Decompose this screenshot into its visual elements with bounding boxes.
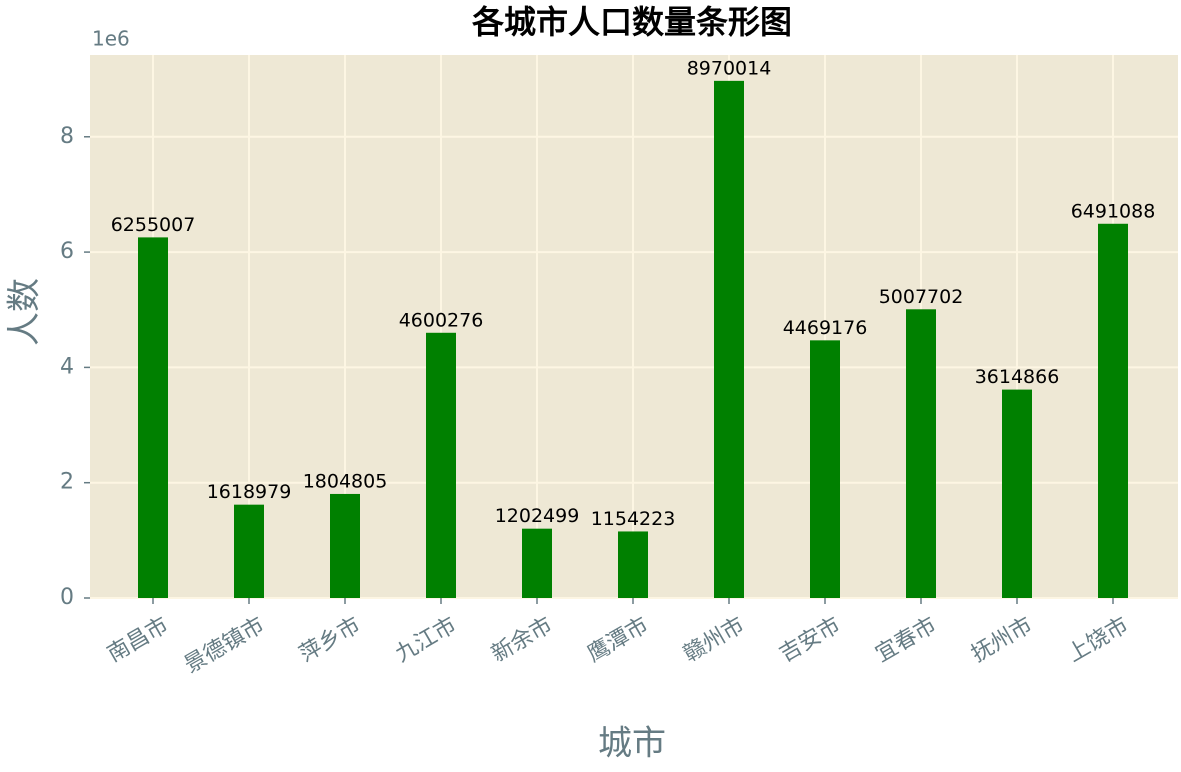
data-label: 1804805 (303, 470, 388, 492)
data-label: 6255007 (111, 214, 196, 236)
x-axis-label: 城市 (598, 724, 666, 764)
bar (1002, 389, 1032, 598)
x-tick-label: 南昌市 (103, 613, 173, 668)
bar (426, 332, 456, 598)
bar (714, 80, 744, 598)
bar (522, 528, 552, 598)
data-label: 6491088 (1071, 200, 1156, 222)
x-tick-label: 萍乡市 (295, 613, 365, 668)
x-tick-label: 吉安市 (775, 613, 845, 668)
x-tick-label: 上饶市 (1063, 613, 1133, 668)
y-offset-label: 1e6 (92, 27, 130, 51)
data-label: 1202499 (495, 505, 580, 527)
y-tick-label: 6 (60, 239, 74, 264)
x-tick-label: 鹰潭市 (583, 613, 653, 668)
bar (618, 531, 648, 598)
x-tick-label: 宜春市 (871, 613, 941, 668)
bar (330, 493, 360, 598)
x-tick-label: 抚州市 (967, 613, 1037, 668)
data-label: 3614866 (975, 366, 1060, 388)
x-tick-label: 新余市 (487, 613, 557, 668)
x-tick-label: 九江市 (391, 613, 461, 668)
y-tick-label: 8 (60, 124, 74, 149)
chart-title: 各城市人口数量条形图 (472, 3, 792, 41)
data-label: 5007702 (879, 286, 964, 308)
y-tick-label: 0 (60, 585, 74, 610)
data-label: 1154223 (591, 508, 676, 530)
y-tick-label: 4 (60, 354, 74, 379)
x-tick-label: 赣州市 (679, 613, 749, 668)
bar (1098, 223, 1128, 598)
y-axis-label: 人数 (5, 278, 45, 346)
bar (810, 340, 840, 598)
x-tick-label: 景德镇市 (180, 613, 269, 679)
y-tick-label: 2 (60, 470, 74, 495)
data-label: 4469176 (783, 317, 868, 339)
bar (138, 237, 168, 598)
data-label: 8970014 (687, 57, 772, 79)
bar (234, 504, 264, 598)
data-label: 1618979 (207, 481, 292, 503)
bar (906, 309, 936, 598)
data-label: 4600276 (399, 309, 484, 331)
